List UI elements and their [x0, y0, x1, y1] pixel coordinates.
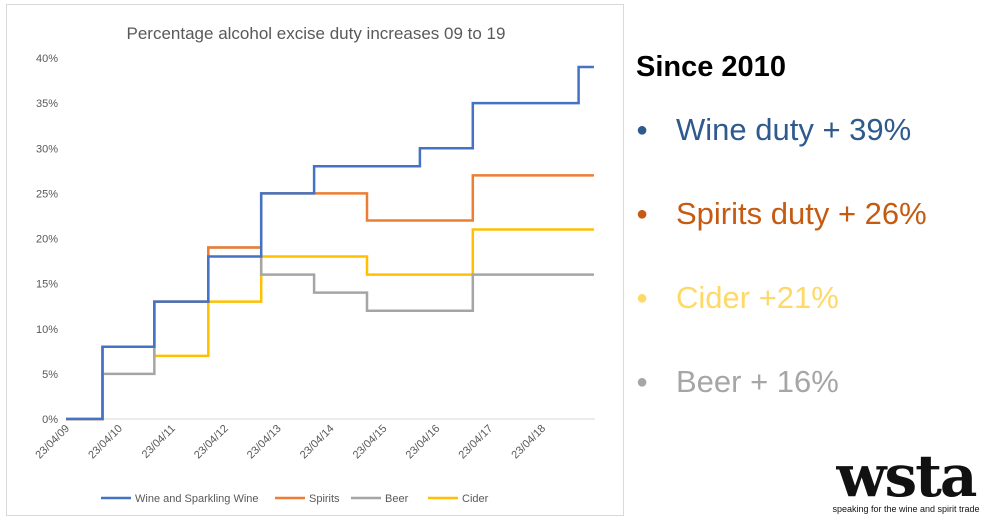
y-tick-label: 0%: [42, 414, 58, 426]
bullet-icon: ●: [636, 119, 649, 141]
plot-area: 0% 5% 10% 15% 20% 25% 30% 35% 40% 23/04/09 23/04/1…: [33, 53, 595, 461]
series-line-wine-and-sparkling-wine: [66, 65, 594, 421]
summary-text-wine: Wine duty + 39%: [676, 112, 912, 147]
logo-wordmark: wsta: [836, 442, 978, 510]
chart-panel: Percentage alcohol excise duty increases…: [6, 4, 624, 516]
y-tick-label: 15%: [36, 279, 58, 291]
x-tick-label: 23/04/15: [351, 423, 390, 462]
summary-text-beer: Beer + 16%: [676, 364, 839, 399]
bullet-icon: ●: [636, 287, 649, 309]
y-tick-label: 25%: [36, 188, 58, 200]
y-tick-label: 5%: [42, 369, 58, 381]
legend-label: Wine and Sparkling Wine: [135, 493, 259, 505]
summary-text-spirits: Spirits duty + 26%: [676, 196, 927, 231]
x-tick-label: 23/04/17: [457, 423, 496, 462]
summary-heading: Since 2010: [636, 51, 786, 83]
bullet-icon: ●: [636, 371, 649, 393]
x-tick-label: 23/04/13: [245, 423, 284, 462]
chart-legend: Wine and Sparkling Wine Spirits Beer Cider: [101, 493, 489, 505]
legend-label: Cider: [462, 493, 489, 505]
series-line-spirits: [66, 174, 594, 421]
excise-duty-chart: Percentage alcohol excise duty increases…: [33, 24, 595, 505]
x-tick-label: 23/04/12: [192, 423, 231, 462]
y-tick-label: 35%: [36, 98, 58, 110]
summary-text-cider: Cider +21%: [676, 280, 839, 315]
legend-label: Beer: [385, 493, 409, 505]
chart-title: Percentage alcohol excise duty increases…: [127, 24, 506, 43]
bullet-icon: ●: [636, 203, 649, 225]
x-tick-label: 23/04/11: [140, 423, 178, 461]
summary-item-wine: ● Wine duty + 39%: [636, 112, 996, 148]
x-tick-label: 23/04/16: [404, 423, 443, 462]
y-tick-label: 40%: [36, 53, 58, 65]
series-line-beer: [66, 246, 594, 421]
legend-label: Spirits: [309, 493, 340, 505]
summary-panel: Since 2010 ● Wine duty + 39% ● Spirits d…: [636, 50, 996, 448]
summary-item-beer: ● Beer + 16%: [636, 364, 996, 400]
x-tick-label: 23/04/18: [509, 423, 548, 462]
x-tick-label: 23/04/14: [298, 423, 337, 462]
series-line-cider: [66, 228, 594, 421]
logo-tagline: speaking for the wine and spirit trade: [832, 504, 980, 514]
y-tick-label: 20%: [36, 234, 58, 246]
y-tick-label: 30%: [36, 143, 58, 155]
summary-item-cider: ● Cider +21%: [636, 280, 996, 316]
summary-item-spirits: ● Spirits duty + 26%: [636, 196, 996, 232]
wsta-logo: wsta speaking for the wine and spirit tr…: [820, 442, 992, 522]
x-tick-label: 23/04/09: [33, 423, 72, 462]
y-tick-label: 10%: [36, 324, 58, 336]
x-tick-label: 23/04/10: [86, 423, 125, 462]
